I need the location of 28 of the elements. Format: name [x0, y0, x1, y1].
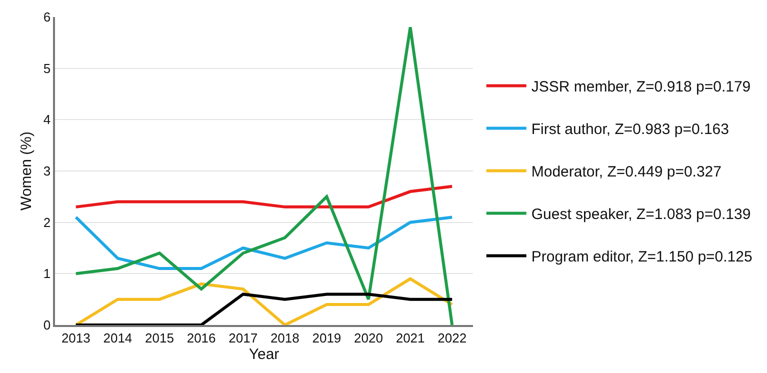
y-tick-label: 5 [43, 60, 51, 76]
legend-label: Program editor, Z=1.150 p=0.125 [531, 248, 752, 266]
y-tick-label: 3 [43, 164, 51, 179]
legend-label: Guest speaker, Z=1.083 p=0.139 [531, 206, 751, 224]
x-tick-label: 2019 [312, 330, 342, 346]
line-series [74, 216, 454, 270]
legend-label: First author, Z=0.983 p=0.163 [531, 121, 729, 138]
y-tick-label: 1 [43, 266, 51, 282]
x-tick-label: 2017 [228, 330, 258, 346]
legend-label: JSSR member, Z=0.918 p=0.179 [531, 78, 751, 96]
x-tick-label: 2015 [145, 330, 174, 346]
line-series [74, 26, 454, 325]
y-tick-label: 4 [43, 112, 51, 128]
y-tick-label: 0 [43, 318, 51, 333]
y-tick-label: 6 [43, 10, 51, 25]
legend-label: Moderator, Z=0.449 p=0.327 [531, 164, 722, 181]
x-tick-label: 2016 [186, 330, 216, 346]
y-tick-label: 2 [43, 214, 51, 230]
x-tick-label: 2021 [396, 330, 425, 346]
x-tick-label: 2022 [438, 330, 467, 346]
line-series [74, 277, 454, 325]
x-tick-label: 2020 [354, 330, 383, 346]
x-tick-label: 2013 [61, 330, 90, 346]
x-tick-label: 2018 [270, 330, 300, 346]
x-axis-title: Year [248, 346, 280, 363]
line-series [74, 184, 454, 208]
x-tick-label: 2014 [103, 330, 132, 346]
y-axis-title: Women (%) [18, 132, 36, 210]
